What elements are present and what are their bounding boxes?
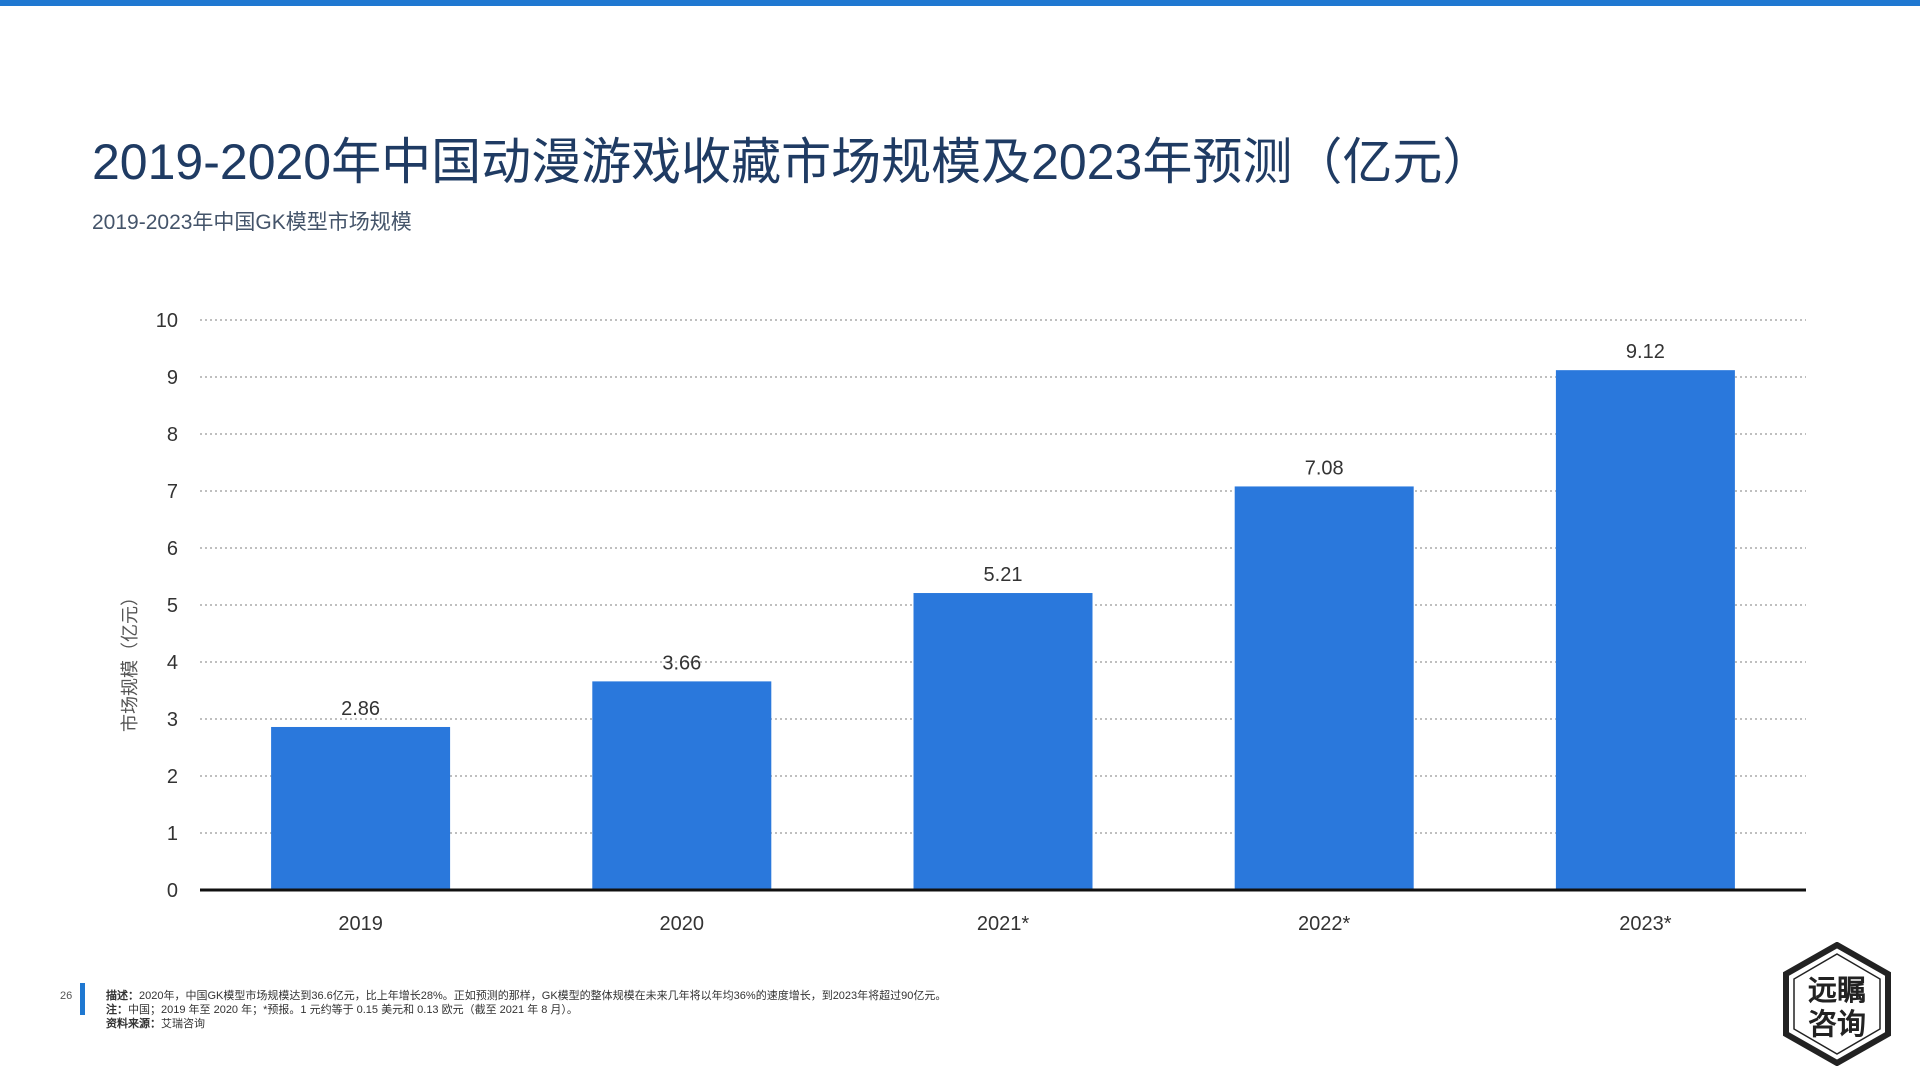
x-tick-label: 2019 — [338, 913, 383, 935]
footer-accent-bar — [80, 983, 85, 1015]
y-axis-title: 市场规模（亿元） — [120, 588, 140, 732]
description-line: 描述：2020年，中国GK模型市场规模达到36.6亿元，比上年增长28%。正如预… — [106, 990, 947, 1002]
y-tick-label: 3 — [167, 709, 178, 731]
data-label: 7.08 — [1305, 457, 1344, 479]
footer-notes: 描述：2020年，中国GK模型市场规模达到36.6亿元，比上年增长28%。正如预… — [106, 989, 946, 1031]
svg-text:咨询: 咨询 — [1808, 1008, 1866, 1041]
bar-2021 — [913, 593, 1093, 890]
x-tick-label: 2020 — [660, 913, 705, 935]
page-title: 2019-2020年中国动漫游戏收藏市场规模及2023年预测（亿元） — [92, 134, 1493, 190]
data-label: 5.21 — [984, 564, 1023, 586]
top-accent-bar — [0, 0, 1920, 6]
page-number: 26 — [60, 990, 73, 1002]
svg-text:远瞩: 远瞩 — [1808, 975, 1866, 1007]
y-tick-label: 9 — [167, 367, 178, 389]
y-tick-label: 5 — [167, 595, 178, 617]
data-label: 3.66 — [662, 652, 701, 674]
bar-2023 — [1555, 370, 1735, 890]
note-line: 注：中国；2019 年至 2020 年；*预报。1 元约等于 0.15 美元和 … — [106, 1004, 578, 1016]
data-label: 2.86 — [341, 698, 380, 720]
x-tick-label: 2021* — [977, 913, 1029, 935]
axes: 0 1 2 3 4 5 6 7 8 9 10 2019 2020 2021* 2022* 2023* — [156, 310, 1806, 935]
y-tick-label: 4 — [167, 652, 178, 674]
company-logo: 远瞩 咨询 — [1783, 942, 1891, 1066]
x-tick-label: 2022* — [1298, 913, 1350, 935]
y-tick-label: 10 — [156, 310, 178, 332]
bar-2020 — [592, 681, 772, 890]
bars: 2.86 3.66 5.21 7.08 9.12 — [271, 341, 1735, 890]
chart-subtitle: 2019-2023年中国GK模型市场规模 — [92, 211, 412, 234]
y-tick-label: 1 — [167, 823, 178, 845]
x-tick-label: 2023* — [1619, 913, 1671, 935]
y-tick-label: 8 — [167, 424, 178, 446]
bar-2022 — [1234, 486, 1414, 890]
data-label: 9.12 — [1626, 341, 1665, 363]
source-line: 资料来源：艾瑞咨询 — [106, 1018, 205, 1030]
y-tick-label: 7 — [167, 481, 178, 503]
y-tick-label: 2 — [167, 766, 178, 788]
bar-chart: 2.86 3.66 5.21 7.08 9.12 0 1 2 3 4 5 6 7 8 9 10 2019 202… — [120, 310, 1806, 935]
y-tick-label: 0 — [167, 880, 178, 902]
y-tick-label: 6 — [167, 538, 178, 560]
bar-2019 — [271, 726, 451, 890]
